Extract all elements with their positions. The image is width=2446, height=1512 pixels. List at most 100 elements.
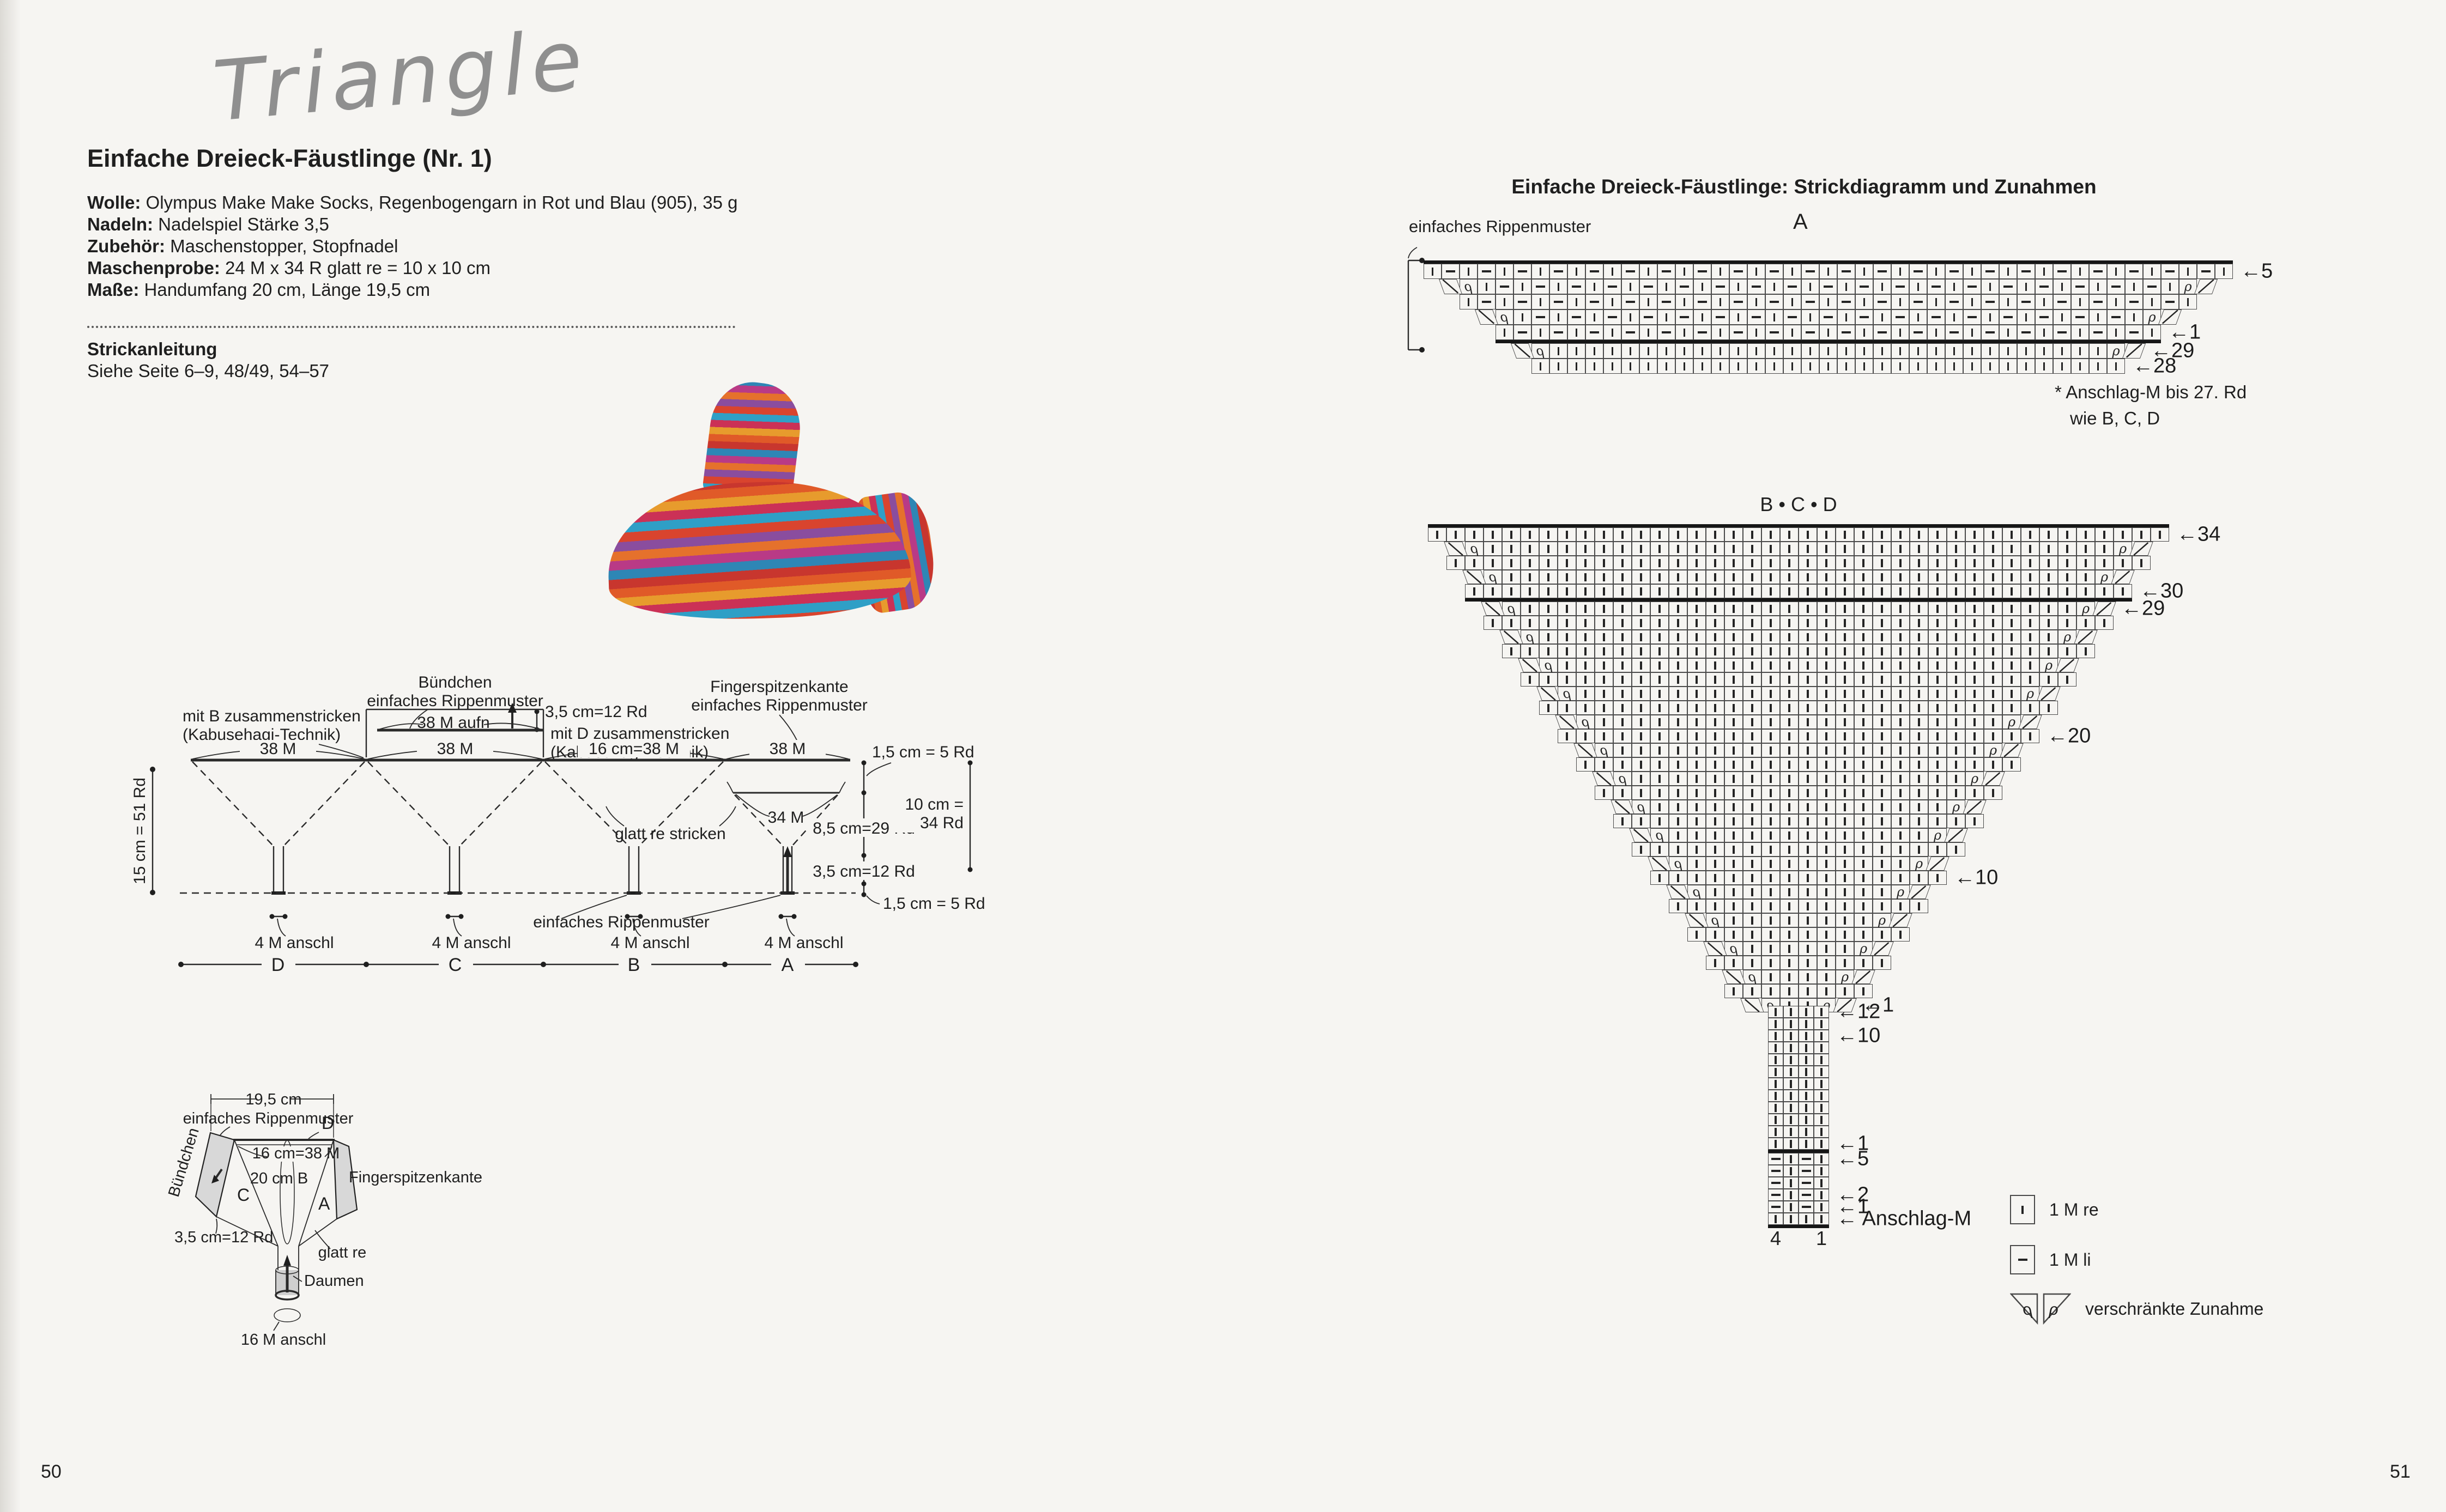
chart-cell-k: [1965, 542, 1984, 556]
chart-cell-p: [1765, 325, 1783, 340]
chart-cell-k: [1801, 343, 1819, 359]
diagram-label: 4 M anschl: [255, 934, 334, 952]
right-page-title: Einfache Dreieck-Fäustlinge: Strickdiagr…: [1511, 175, 2097, 198]
twisted-increase-glyph: ρ: [2023, 1301, 2032, 1319]
chart-cell-k: [1799, 800, 1817, 814]
chart-cell-k: [2017, 309, 2035, 325]
chart-cell-k: [1783, 1138, 1799, 1150]
chart-cell-loop: ρ: [2179, 279, 2197, 294]
chart-cell-k: [1567, 294, 1585, 309]
diagram-label: 15 cm = 51 Rd: [131, 778, 149, 884]
chart-row: ρ ρ ←29: [1510, 339, 2194, 362]
chart-cell-k: [1687, 828, 1706, 842]
chart-cell-k: [1761, 800, 1780, 814]
chart-cell-k: [1819, 359, 1837, 374]
chart-cell-k: [1706, 584, 1724, 598]
legend-label: 1 M li: [2049, 1249, 2091, 1270]
chart-row: [1768, 1114, 1829, 1126]
chart-cell-k: [1814, 1153, 1829, 1165]
chart-cell-k: [1965, 570, 1984, 584]
chart-cell-k: [1963, 264, 1981, 279]
chart-cell-k: [1799, 1126, 1814, 1138]
chart-cell-k: [1724, 542, 1743, 556]
chart-cell-k: [2215, 264, 2233, 279]
info-label: Zubehör:: [87, 236, 165, 256]
chart-cell-k: [1855, 359, 1873, 374]
chart-cell-k: [1711, 325, 1729, 340]
chart-cell-k: [1836, 584, 1854, 598]
chart-cell-k: [2089, 309, 2107, 325]
chart-cell-k: [1780, 527, 1799, 542]
chart-cell-p: [1768, 1165, 1783, 1177]
chart-cell-k: [1521, 616, 1539, 630]
chart-cell-k: [2039, 644, 2058, 658]
chart-cell-k: [1567, 325, 1585, 340]
chart-cell-k: [1817, 814, 1836, 828]
chart-cell-k: [1799, 1006, 1814, 1018]
chart-cell-k: [1613, 616, 1632, 630]
info-line-nadeln: Nadeln: Nadelspiel Stärke 3,5: [87, 214, 818, 235]
chart-cell-p: [1549, 264, 1567, 279]
chart-cell-p: [1873, 294, 1891, 309]
chart-cell-k: [1873, 527, 1891, 542]
chart-cell-k: [1854, 786, 1873, 800]
chart-cell-k: [1891, 800, 1910, 814]
chart-cell-k: [1799, 842, 1817, 857]
chart-cell-k: [1799, 1030, 1814, 1042]
chart-cell-k: [1724, 602, 1743, 616]
chart-cell-k: [1836, 956, 1854, 970]
chart-cell-k: [1817, 956, 1836, 970]
chart-cell-k: [1761, 701, 1780, 715]
chart-cell-k: [1724, 672, 1743, 687]
chart-cell-loop: ρ: [2143, 309, 2161, 325]
chart-cell-k: [2021, 729, 2039, 743]
chart-cell-k: [1521, 542, 1539, 556]
chart-cell-p: [1442, 264, 1460, 279]
chart-cell-diag: [2018, 715, 2042, 729]
chart-cell-k: [1576, 584, 1595, 598]
chart-cell-k: [1817, 984, 1836, 998]
chart-cell-k: [2035, 343, 2053, 359]
chart-cell-k: [1854, 715, 1873, 729]
chart-cell-k: [1706, 729, 1724, 743]
chart-cell-p: [1981, 264, 1999, 279]
chart-cell-k: [2021, 701, 2039, 715]
chart-cell-k: [1603, 294, 1621, 309]
chart-cell-k: [1783, 1006, 1799, 1018]
chart-cell-k: [1632, 757, 1650, 772]
chart-cell-k: [1837, 279, 1855, 294]
chart-cell-k: [1928, 871, 1947, 885]
row-label: ←20: [2047, 724, 2091, 748]
chart-cell-k: [1891, 672, 1910, 687]
chart-cell-p: [1891, 309, 1909, 325]
chart-cell-p: [2161, 294, 2179, 309]
chart-cell-loop: ρ: [1632, 799, 1650, 815]
chart-cell-k: [1639, 359, 1657, 374]
chart-cell-p: [1927, 279, 1945, 294]
chart-cell-k: [1632, 658, 1650, 672]
chart-cell-k: [1927, 325, 1945, 340]
chart-cell-k: [1743, 899, 1761, 913]
chart-cell-k: [1799, 1042, 1814, 1054]
chart-cell-k: [1854, 527, 1873, 542]
chart-cell-k: [1669, 630, 1687, 644]
chart-cell-diag: [1981, 772, 2005, 786]
chart-cell-k: [1873, 842, 1891, 857]
diagram-label: mit B zusammenstricken: [183, 707, 361, 725]
chart-cell-k: [1513, 279, 1531, 294]
chart-cell-k: [1539, 616, 1558, 630]
chart-cell-p: [1783, 309, 1801, 325]
chart-cell-k: [2076, 616, 2095, 630]
chart-cell-k: [1632, 814, 1650, 828]
chart-cell-k: [1650, 814, 1669, 828]
chart-cell-k: [1854, 570, 1873, 584]
diagram-label: 16 cm=38 M: [589, 740, 679, 758]
chart-cell-k: [1854, 772, 1873, 786]
chart-cell-k: [1761, 885, 1780, 899]
chart-cell-k: [1780, 644, 1799, 658]
chart-cell-k: [1801, 279, 1819, 294]
chart-cell-k: [1639, 294, 1657, 309]
chart-cell-k: [1947, 772, 1965, 786]
chart-cell-k: [2076, 556, 2095, 570]
page-number-left: 50: [41, 1461, 62, 1482]
